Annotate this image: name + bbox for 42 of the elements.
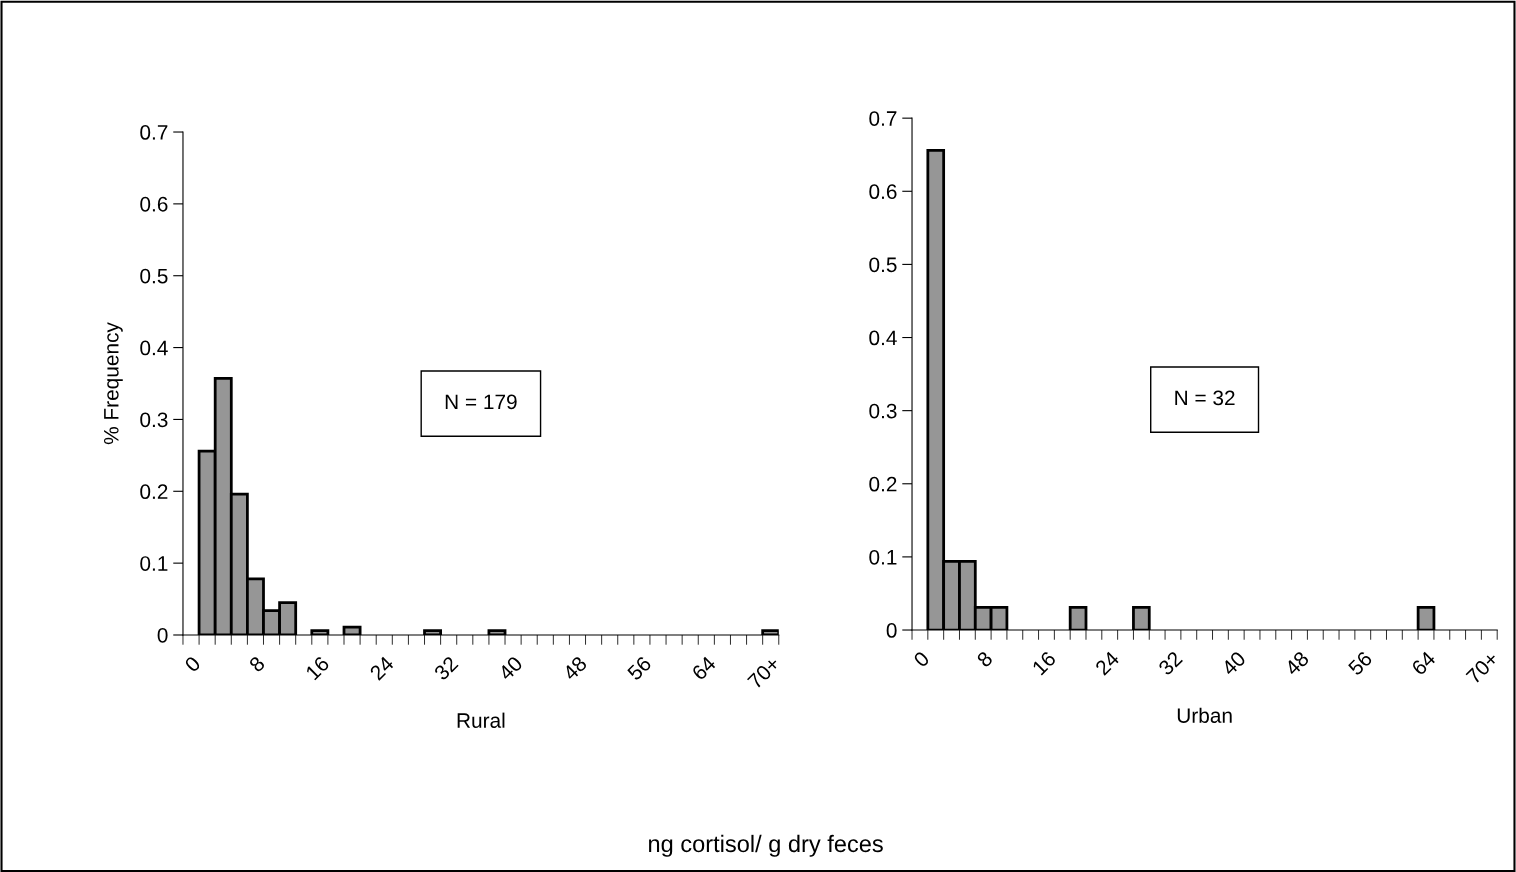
- y-tick-label: 0.5: [140, 268, 168, 284]
- x-tick-label: 64: [1410, 650, 1437, 676]
- y-tick-label: 0.6: [869, 184, 897, 200]
- x-tick-label: 32: [1157, 650, 1184, 677]
- x-tick-label: 0: [912, 650, 931, 668]
- x-tick-label: 48: [561, 655, 588, 682]
- x-tick-label: 48: [1283, 650, 1310, 677]
- x-tick-label: 56: [626, 655, 653, 682]
- y-tick-label: 0.2: [869, 476, 897, 492]
- x-tick-label: 70+: [1465, 650, 1500, 685]
- x-tick-label: 24: [369, 655, 395, 681]
- x-tick-label: 40: [1220, 650, 1247, 677]
- y-tick-label: 0.7: [140, 125, 168, 140]
- annotation: N = 32: [1175, 390, 1235, 406]
- x-tick-label: 64: [691, 655, 717, 681]
- x-tick-label: 0: [183, 655, 202, 673]
- x-tick-label: 8: [248, 655, 266, 673]
- x-tick-label: 32: [433, 655, 459, 682]
- y-tick-label: 0.1: [869, 549, 897, 565]
- y-tick-label: 0.3: [869, 403, 897, 419]
- x-axis-title: Urban: [1177, 707, 1232, 723]
- y-tick-label: 0.6: [140, 196, 168, 212]
- y-tick-label: 0.3: [140, 412, 168, 428]
- x-tick-label: 16: [304, 655, 331, 681]
- y-axis-title: % Frequency: [103, 322, 123, 445]
- x-tick-label: 56: [1347, 650, 1373, 677]
- text: ng cortisol/ g dry feces: [649, 834, 883, 857]
- y-tick-label: 0: [157, 627, 168, 643]
- annotation: N = 179: [445, 394, 517, 410]
- x-tick-label: 24: [1094, 650, 1120, 676]
- x-axis-title: Rural: [457, 712, 505, 728]
- x-tick-label: 8: [976, 650, 994, 668]
- y-tick-label: 0: [886, 623, 897, 638]
- y-tick-label: 0.7: [869, 111, 897, 126]
- x-tick-label: 16: [1031, 650, 1057, 676]
- x-tick-label: 40: [497, 655, 524, 682]
- y-tick-label: 0.5: [869, 257, 897, 273]
- y-tick-label: 0.4: [869, 330, 897, 346]
- y-tick-label: 0.1: [140, 556, 168, 571]
- y-tick-label: 0.4: [140, 340, 168, 356]
- x-tick-label: 70+: [746, 655, 781, 690]
- y-tick-label: 0.2: [140, 484, 168, 500]
